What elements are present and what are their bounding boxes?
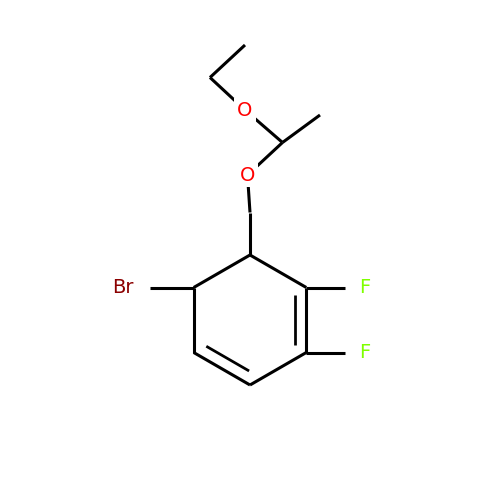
Text: O: O: [240, 166, 255, 184]
Text: O: O: [238, 100, 252, 119]
Text: Br: Br: [112, 278, 134, 297]
Text: F: F: [359, 278, 370, 297]
Text: F: F: [359, 343, 370, 362]
